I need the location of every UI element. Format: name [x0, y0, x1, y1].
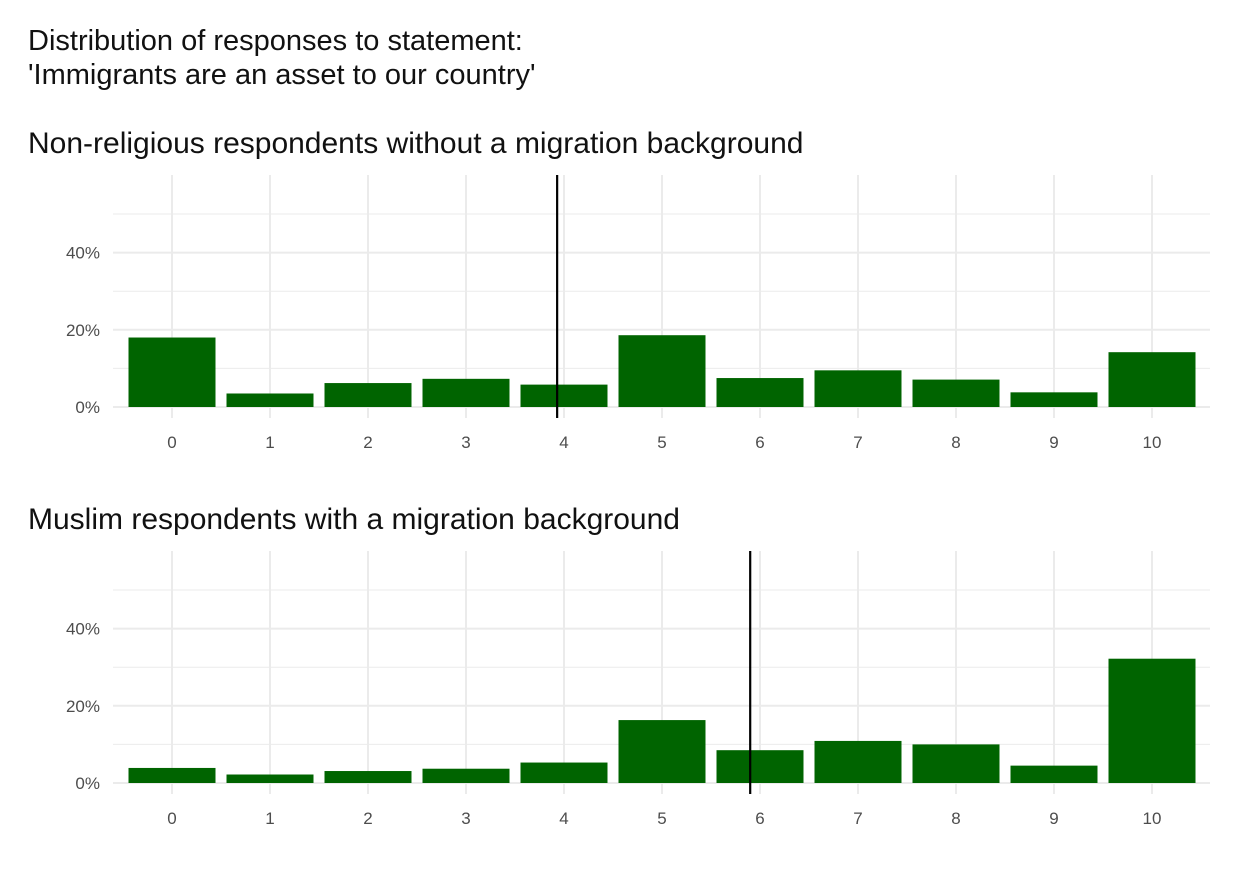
bar-4 — [520, 762, 608, 783]
panel-1-subtitle: Non-religious respondents without a migr… — [28, 127, 804, 160]
x-tick-label: 10 — [1143, 809, 1162, 828]
y-tick-label: 20% — [66, 321, 100, 340]
bar-1 — [226, 774, 314, 783]
bar-0 — [128, 767, 216, 783]
bar-6 — [716, 750, 804, 783]
panel-2-bar-chart: 0% 20% 40% 0 1 2 3 4 5 6 7 8 9 10 — [66, 551, 1210, 828]
x-tick-label: 4 — [559, 809, 568, 828]
bar-9 — [1010, 392, 1098, 407]
bar-6 — [716, 378, 804, 407]
x-tick-label: 1 — [265, 809, 274, 828]
x-tick-label: 0 — [167, 809, 176, 828]
bar-5 — [618, 720, 706, 783]
bar-8 — [912, 379, 1000, 407]
x-tick-label: 1 — [265, 433, 274, 452]
y-tick-label: 0% — [75, 774, 100, 793]
bar-3 — [422, 768, 510, 783]
bar-10 — [1108, 352, 1196, 407]
y-tick-label: 20% — [66, 697, 100, 716]
x-tick-label: 8 — [951, 809, 960, 828]
bar-1 — [226, 393, 314, 407]
y-tick-label: 40% — [66, 620, 100, 639]
x-tick-label: 5 — [657, 433, 666, 452]
x-tick-label: 8 — [951, 433, 960, 452]
x-tick-label: 5 — [657, 809, 666, 828]
x-tick-label: 3 — [461, 809, 470, 828]
chart-title-line-2: 'Immigrants are an asset to our country' — [28, 59, 536, 91]
bar-7 — [814, 370, 902, 407]
bar-5 — [618, 335, 706, 407]
x-tick-label: 7 — [853, 433, 862, 452]
bar-10 — [1108, 658, 1196, 783]
bar-2 — [324, 383, 412, 407]
x-tick-label: 6 — [755, 433, 764, 452]
x-tick-label: 3 — [461, 433, 470, 452]
bar-4 — [520, 384, 608, 407]
y-tick-label: 0% — [75, 398, 100, 417]
bar-0 — [128, 337, 216, 407]
x-tick-label: 7 — [853, 809, 862, 828]
x-tick-label: 4 — [559, 433, 568, 452]
y-tick-label: 40% — [66, 244, 100, 263]
bar-3 — [422, 378, 510, 407]
x-tick-label: 6 — [755, 809, 764, 828]
bar-2 — [324, 771, 412, 783]
panel-1-bar-chart: 0% 20% 40% 0 1 2 3 4 5 6 7 8 9 10 — [66, 175, 1210, 452]
x-tick-label: 10 — [1143, 433, 1162, 452]
bar-8 — [912, 744, 1000, 783]
x-tick-label: 9 — [1049, 433, 1058, 452]
x-tick-label: 9 — [1049, 809, 1058, 828]
panel-2-subtitle: Muslim respondents with a migration back… — [28, 503, 680, 536]
x-tick-label: 2 — [363, 433, 372, 452]
x-tick-label: 2 — [363, 809, 372, 828]
bar-7 — [814, 740, 902, 783]
chart-title-line-1: Distribution of responses to statement: — [28, 25, 523, 57]
bar-9 — [1010, 765, 1098, 783]
x-tick-label: 0 — [167, 433, 176, 452]
